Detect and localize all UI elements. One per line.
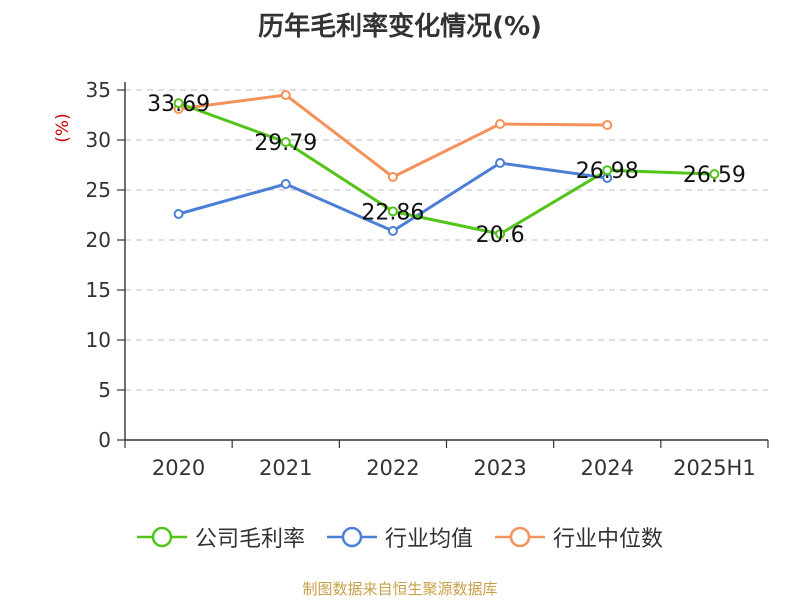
x-tick-label: 2023 [473, 456, 526, 480]
y-tick-label: 35 [86, 78, 111, 102]
data-label: 20.6 [476, 223, 525, 248]
y-tick-label: 25 [86, 178, 111, 202]
x-tick-label: 2022 [366, 456, 419, 480]
data-point [495, 229, 506, 239]
legend: 公司毛利率 行业均值 行业中位数 [0, 520, 800, 554]
data-point [280, 179, 291, 189]
data-point [387, 172, 398, 182]
data-point [280, 90, 291, 100]
data-labels: 33.69 29.79 22.86 20.6 26.98 26.59 [147, 92, 746, 248]
series-line [178, 101, 715, 236]
x-tick-label: 2025H1 [673, 456, 756, 480]
legend-label: 行业中位数 [553, 527, 664, 552]
data-label: 26.59 [683, 163, 746, 188]
grid-lines [125, 89, 768, 391]
legend-swatch-icon [495, 526, 545, 548]
axes: 0 5 10 15 20 25 30 35 2020 2021 2022 2023 2024 2025H1… [53, 78, 769, 480]
source-footer: 制图数据来自恒生聚源数据库 [302, 580, 498, 598]
data-point [602, 165, 613, 176]
data-point [280, 137, 291, 148]
legend-label: 行业均值 [384, 527, 473, 552]
y-tick-label: 10 [86, 328, 111, 352]
legend-item[interactable]: 公司毛利率 [136, 521, 305, 553]
legend-item[interactable]: 行业中位数 [495, 521, 663, 553]
x-tick-label: 2024 [581, 456, 634, 480]
y-tick-label: 30 [86, 128, 111, 152]
data-point [495, 158, 506, 168]
y-tick-label: 15 [86, 278, 111, 302]
legend-item[interactable]: 行业均值 [326, 521, 473, 553]
y-axis-label: (%) [53, 113, 73, 142]
data-point [173, 209, 184, 219]
data-label: 29.79 [254, 131, 317, 156]
data-label: 26.98 [576, 159, 639, 184]
line-chart: 0 5 10 15 20 25 30 35 2020 2021 2022 2023 2024 2025H1… [53, 78, 769, 480]
y-tick-label: 0 [98, 428, 111, 452]
legend-swatch-icon [136, 526, 187, 548]
y-tick-label: 20 [86, 228, 111, 252]
series-line [178, 93, 608, 179]
data-point [387, 206, 398, 217]
data-label: 33.69 [147, 92, 210, 117]
series [173, 90, 720, 239]
data-point [709, 169, 720, 180]
y-tick-label: 5 [98, 378, 111, 402]
data-point [602, 120, 613, 130]
x-tick-label: 2020 [152, 456, 205, 480]
data-point [387, 226, 398, 236]
x-tick-label: 2021 [259, 456, 312, 480]
data-point [495, 119, 506, 129]
data-label: 22.86 [361, 200, 424, 225]
legend-swatch-icon [326, 526, 377, 548]
chart-title: 历年毛利率变化情况(%) [258, 12, 542, 42]
data-point [173, 98, 184, 109]
legend-label: 公司毛利率 [194, 527, 305, 552]
